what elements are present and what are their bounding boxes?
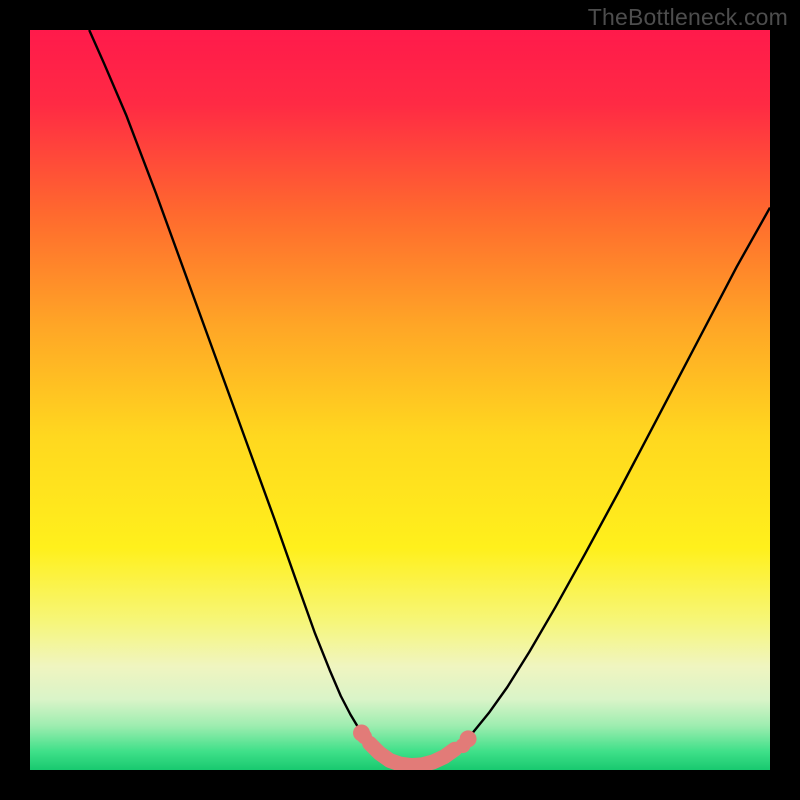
highlight-dot [460, 730, 477, 747]
highlight-dot [357, 729, 372, 744]
watermark-text: TheBottleneck.com [588, 4, 788, 31]
chart-svg [30, 30, 770, 770]
gradient-background [30, 30, 770, 770]
plot-area [30, 30, 770, 770]
